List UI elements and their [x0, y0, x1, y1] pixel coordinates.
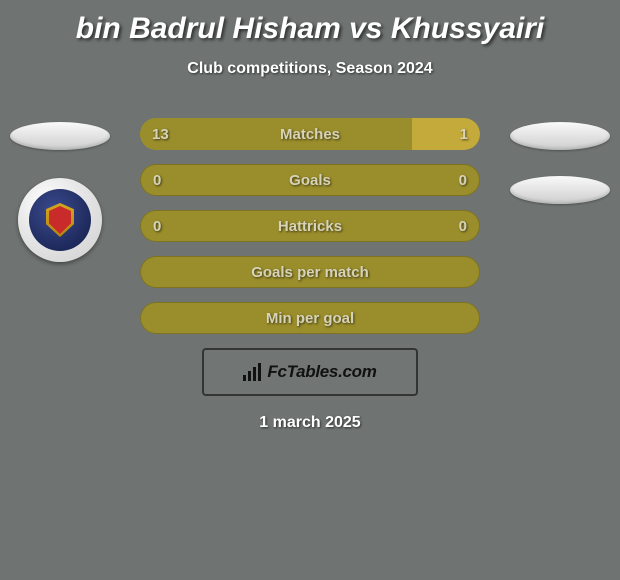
stat-value-right: 1 — [460, 118, 468, 150]
stat-label: Goals — [141, 165, 479, 195]
stat-value-right: 0 — [459, 165, 467, 195]
stat-value-left: 0 — [153, 211, 161, 241]
bar-chart-icon — [243, 363, 261, 381]
stat-row: Hattricks0 0 — [140, 210, 480, 242]
stat-label: Matches — [140, 118, 480, 150]
stat-row: Matches13 1 — [140, 118, 480, 150]
stat-label: Min per goal — [141, 303, 479, 333]
stat-value-right: 0 — [459, 211, 467, 241]
stats-container: Matches131Goals00Hattricks00Goals per ma… — [0, 118, 620, 334]
stat-row: Min per goal — [140, 302, 480, 334]
site-attribution[interactable]: FcTables.com — [202, 348, 418, 396]
page-subtitle: Club competitions, Season 2024 — [0, 60, 620, 78]
stat-label: Hattricks — [141, 211, 479, 241]
stat-label: Goals per match — [141, 257, 479, 287]
stat-value-left: 13 — [152, 118, 169, 150]
stat-value-left: 0 — [153, 165, 161, 195]
stat-row: Goals0 0 — [140, 164, 480, 196]
comparison-card: bin Badrul Hisham vs Khussyairi Club com… — [0, 0, 620, 580]
date-label: 1 march 2025 — [0, 414, 620, 432]
page-title: bin Badrul Hisham vs Khussyairi — [0, 0, 620, 46]
stat-row: Goals per match — [140, 256, 480, 288]
site-label: FcTables.com — [267, 362, 376, 382]
